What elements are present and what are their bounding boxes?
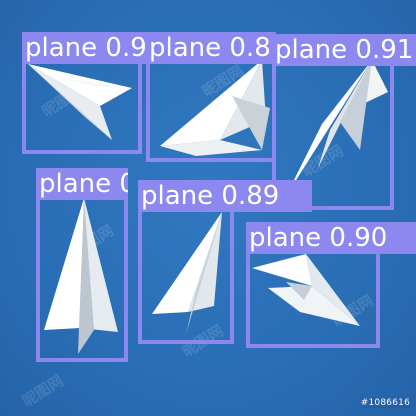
paper-plane-3 [286,60,388,196]
paper-plane-5 [152,212,222,334]
paper-plane-2 [160,60,270,156]
detection-label-1: plane 0.90 [22,32,152,64]
detection-box-1 [22,50,142,154]
detection-label-6: plane 0.90 [246,222,416,254]
detection-box-6 [246,244,380,348]
paper-plane-1 [28,64,132,140]
paper-plane-4 [44,198,118,354]
paper-plane-6 [252,254,360,326]
image-id-watermark: #1086616 [360,398,410,408]
detection-box-4 [36,186,128,362]
detection-label-3: plane 0.91 [272,34,416,66]
detection-box-5 [138,202,234,344]
detection-label-4: plane 0.88 [36,168,128,200]
detection-label-5: plane 0.89 [138,180,312,212]
detection-label-2: plane 0.88 [146,32,276,64]
detection-box-2 [146,48,276,162]
